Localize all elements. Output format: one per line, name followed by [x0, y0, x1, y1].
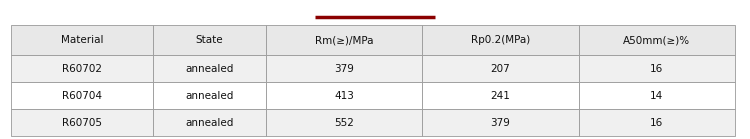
Text: 241: 241	[490, 91, 511, 101]
Bar	[11, 25, 153, 55]
Bar	[579, 25, 735, 55]
Text: R60702: R60702	[62, 64, 102, 74]
Text: Rp0.2(MPa): Rp0.2(MPa)	[471, 35, 530, 45]
Bar	[266, 25, 422, 55]
Bar	[153, 55, 266, 82]
Bar	[153, 25, 266, 55]
Text: R60705: R60705	[62, 118, 102, 128]
Bar	[579, 55, 735, 82]
Bar	[422, 109, 579, 136]
Text: 16: 16	[650, 118, 664, 128]
Bar	[11, 82, 153, 109]
Text: 413: 413	[334, 91, 354, 101]
Text: 16: 16	[650, 64, 664, 74]
Text: 552: 552	[334, 118, 354, 128]
Text: annealed: annealed	[185, 118, 234, 128]
Bar	[579, 109, 735, 136]
Text: R60704: R60704	[62, 91, 102, 101]
Bar	[153, 109, 266, 136]
Bar	[579, 82, 735, 109]
Text: A50mm(≥)%: A50mm(≥)%	[623, 35, 691, 45]
Text: annealed: annealed	[185, 64, 234, 74]
Text: Material: Material	[61, 35, 104, 45]
Text: State: State	[196, 35, 223, 45]
Bar	[422, 82, 579, 109]
Bar	[422, 55, 579, 82]
Text: 379: 379	[334, 64, 354, 74]
Text: annealed: annealed	[185, 91, 234, 101]
Text: 207: 207	[490, 64, 510, 74]
Bar	[422, 25, 579, 55]
Bar	[153, 82, 266, 109]
Text: 14: 14	[650, 91, 664, 101]
Text: 379: 379	[490, 118, 511, 128]
Bar	[266, 109, 422, 136]
Bar	[266, 55, 422, 82]
Bar	[11, 55, 153, 82]
Text: Rm(≥)/MPa: Rm(≥)/MPa	[315, 35, 374, 45]
Bar	[11, 109, 153, 136]
Bar	[266, 82, 422, 109]
